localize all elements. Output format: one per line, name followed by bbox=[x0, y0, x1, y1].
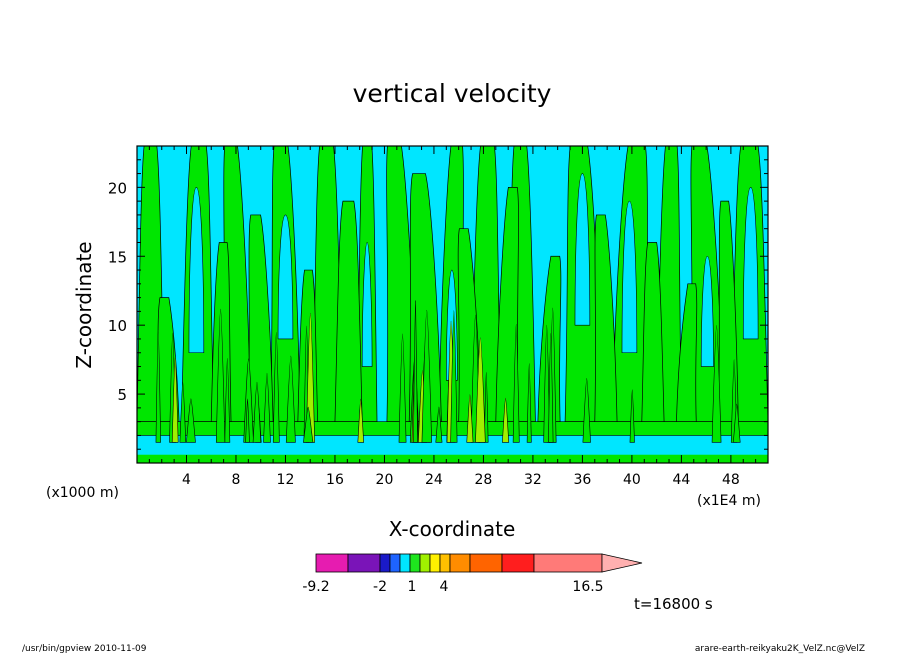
colorbar-extend-arrow bbox=[601, 553, 643, 573]
colorbar-segment bbox=[429, 553, 441, 573]
colorbar-segment bbox=[399, 553, 411, 573]
x-axis: 4 8 12 16 20 24 28 32 36 40 44 48 bbox=[148, 146, 757, 488]
x-axis-label: X-coordinate bbox=[389, 517, 516, 541]
colorbar-segment bbox=[533, 553, 603, 573]
colorbar-label: 4 bbox=[440, 579, 449, 595]
x-tick-label: 28 bbox=[475, 472, 493, 488]
x-unit-left: (x1000 m) bbox=[46, 485, 119, 501]
y-tick-label: 15 bbox=[108, 248, 127, 266]
colorbar bbox=[315, 553, 643, 573]
contour-region bbox=[334, 200, 363, 423]
colorbar-label: 16.5 bbox=[572, 579, 603, 595]
contour-filament bbox=[179, 382, 187, 443]
contour-region bbox=[247, 214, 274, 423]
y-axis-label: Z-coordinate bbox=[72, 241, 96, 368]
x-tick-label: 44 bbox=[672, 472, 690, 488]
contour-filament bbox=[629, 389, 635, 443]
colorbar-segment bbox=[315, 553, 349, 573]
colorbar-segment bbox=[469, 553, 503, 573]
x-tick-label: 16 bbox=[326, 472, 344, 488]
contour-region bbox=[277, 214, 294, 340]
x-tick-label: 4 bbox=[182, 472, 191, 488]
contour-region bbox=[621, 200, 638, 354]
contour-region bbox=[718, 200, 739, 423]
x-tick-label: 20 bbox=[376, 472, 394, 488]
contour-filament bbox=[421, 309, 432, 443]
contour-filament bbox=[413, 300, 418, 443]
x-tick-label: 12 bbox=[277, 472, 295, 488]
plot-area bbox=[136, 145, 769, 464]
x-unit-right: (x1E4 m) bbox=[697, 493, 761, 509]
colorbar-segment bbox=[409, 553, 421, 573]
colorbar-segment bbox=[439, 553, 451, 573]
y-tick-label: 5 bbox=[117, 386, 127, 404]
contour-field bbox=[137, 146, 768, 463]
contour-region bbox=[495, 186, 519, 423]
contour-filament bbox=[711, 325, 722, 443]
contour-region bbox=[676, 283, 698, 423]
x-tick-label: 36 bbox=[573, 472, 591, 488]
contour-region bbox=[700, 255, 714, 367]
contour-filament bbox=[484, 371, 489, 443]
contour-filament bbox=[435, 406, 443, 443]
contour-region bbox=[408, 173, 442, 423]
colorbar-segment bbox=[449, 553, 471, 573]
colorbar-segment bbox=[389, 553, 401, 573]
chart-title: vertical velocity bbox=[353, 79, 552, 108]
x-tick-label: 48 bbox=[722, 472, 740, 488]
contour-filament bbox=[215, 308, 226, 443]
contour-region bbox=[361, 242, 373, 367]
x-tick-label: 24 bbox=[425, 472, 443, 488]
y-axis: 5 10 15 20 bbox=[108, 159, 768, 450]
contour-filament bbox=[512, 323, 520, 443]
footer-left: /usr/bin/gpview 2010-11-09 bbox=[22, 644, 147, 654]
contour-filament bbox=[252, 381, 262, 443]
plot-frame bbox=[136, 145, 769, 464]
colorbar-segment bbox=[501, 553, 535, 573]
contour-filament bbox=[245, 398, 250, 443]
x-tick-label: 40 bbox=[623, 472, 641, 488]
contour-filament bbox=[155, 329, 161, 443]
contour-region bbox=[594, 214, 618, 423]
colorbar-segment bbox=[347, 553, 381, 573]
y-tick-label: 10 bbox=[108, 317, 127, 335]
contour-filament bbox=[224, 357, 231, 443]
contour-region bbox=[641, 242, 665, 423]
contour-filament bbox=[466, 394, 474, 443]
contour-filament bbox=[263, 372, 271, 443]
colorbar-label: 1 bbox=[408, 579, 417, 595]
contour-filament bbox=[450, 310, 458, 443]
contour-region bbox=[574, 173, 591, 326]
y-tick-label: 20 bbox=[108, 179, 127, 197]
contour-filament bbox=[398, 333, 407, 443]
contour-filament bbox=[357, 398, 365, 443]
contour-filament bbox=[475, 337, 486, 443]
contour-filament bbox=[285, 355, 296, 443]
contour-filament bbox=[502, 397, 510, 443]
contour-filament bbox=[582, 378, 591, 443]
contour-region bbox=[188, 187, 205, 354]
footer-right: arare-earth-reikyaku2K_VelZ.nc@VelZ bbox=[695, 644, 865, 654]
colorbar-label: -2 bbox=[373, 579, 387, 595]
contour-filament bbox=[303, 406, 314, 443]
x-tick-label: 8 bbox=[232, 472, 241, 488]
contour-filament bbox=[272, 331, 280, 443]
contour-band bbox=[137, 454, 768, 463]
colorbar-segment bbox=[379, 553, 391, 573]
colorbar-label: -9.2 bbox=[302, 579, 329, 595]
contour-filament bbox=[171, 356, 179, 443]
contour-filament bbox=[732, 403, 741, 443]
contour-filament bbox=[186, 398, 196, 443]
contour-filament bbox=[526, 363, 532, 443]
time-label: t=16800 s bbox=[634, 595, 713, 613]
colorbar-labels: -9.2 -2 1 4 16.5 bbox=[302, 579, 603, 595]
contour-region bbox=[742, 187, 759, 340]
x-tick-label: 32 bbox=[524, 472, 542, 488]
colorbar-segment bbox=[419, 553, 431, 573]
contour-filament bbox=[548, 332, 554, 443]
